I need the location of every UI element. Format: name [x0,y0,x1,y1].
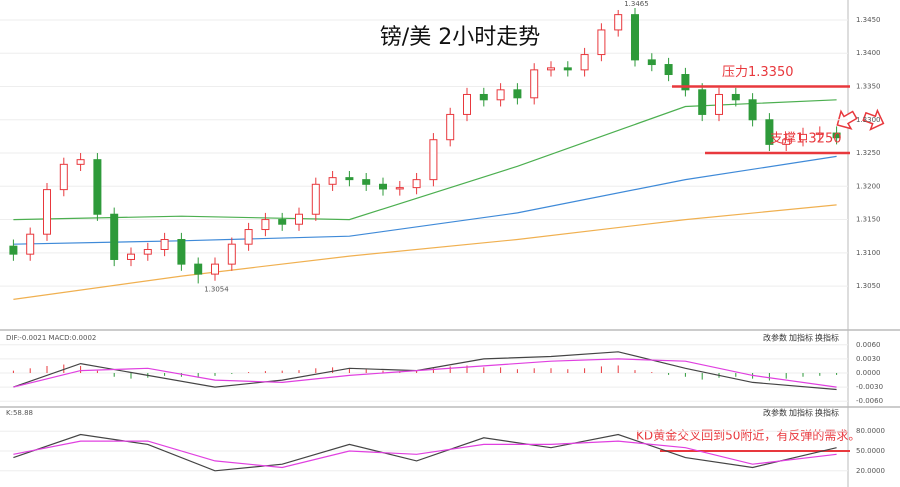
candle-body [395,187,404,190]
y-tick-label: -0.0030 [856,383,883,391]
candle-body [9,245,18,255]
y-tick-label: 1.3400 [856,49,881,57]
candle-body [782,139,791,145]
candle-body [127,253,135,260]
y-tick-label: 1.3350 [856,82,881,90]
candle-body [748,99,757,121]
y-tick-label: 0.0030 [856,355,881,363]
kd-annotation: KD黄金交叉回到50附近，有反弹的需求。 [636,428,860,443]
indicator-line [13,440,837,469]
candle-body [496,89,505,101]
candle-body [412,179,421,189]
candle-body [815,132,824,135]
candle-body [227,243,236,265]
candle-body [429,139,438,181]
candle-body [362,179,371,185]
y-tick-label: -0.0060 [856,397,883,405]
candle-body [110,213,119,260]
candle-body [463,93,471,115]
candle-body [311,183,320,215]
candle-body [614,14,623,31]
y-tick-label: 20.0000 [856,467,885,475]
candle-body [832,132,841,139]
candle-body [345,177,354,181]
y-tick-label: 1.3050 [856,282,881,290]
candle-body [597,29,606,56]
toolbar-button[interactable]: 换指标 [815,333,839,343]
toolbar-button[interactable]: 加指标 [789,408,813,418]
indicator-header: DIF:-0.0021 MACD:0.0002 [6,334,96,342]
y-tick-label: 50.0000 [856,447,885,455]
candle-body [799,133,807,141]
arrow-icon [862,108,885,131]
y-tick-label: 0.0000 [856,369,881,377]
y-tick-label: 1.3150 [856,216,881,224]
toolbar-button[interactable]: 改参数 [763,408,787,418]
toolbar-button[interactable]: 加指标 [789,333,813,343]
candle-body [26,233,35,255]
candle-body [379,183,387,190]
candle-body [715,93,723,115]
candle-body [328,177,337,185]
y-tick-label: 1.3250 [856,149,881,157]
candle-body [479,93,488,101]
candle-body [446,113,455,141]
candle-body [731,93,740,101]
y-tick-label: 1.3300 [856,116,881,124]
level-label: 压力1.3350 [722,65,794,80]
indicator-line [13,99,837,221]
candle-body [547,67,555,71]
candle-body [295,213,303,225]
candle-body [160,239,169,250]
candle-body [76,159,85,165]
y-tick-label: 0.0060 [856,341,881,349]
indicator-header: K:58.88 [6,409,33,417]
indicator-line [13,358,837,388]
y-tick-label: 1.3200 [856,182,881,190]
candle-body [513,89,522,99]
candle-body [244,229,253,245]
candle-body [211,263,219,275]
candle-body [664,64,673,76]
candle-body [530,69,539,99]
candle-body [580,54,589,71]
candle-body [698,89,707,115]
candle-body [261,219,270,231]
candle-body [647,59,656,66]
candle-body [765,119,774,145]
toolbar-button[interactable]: 改参数 [763,333,787,343]
y-tick-label: 1.3100 [856,249,881,257]
indicator-line [13,155,837,245]
y-tick-label: 1.3450 [856,16,881,24]
candle-body [631,14,639,61]
candle-body [278,219,287,225]
toolbar-button[interactable]: 换指标 [815,408,839,418]
price-annotation: 1.3465 [624,0,649,8]
candle-body [93,159,102,215]
indicator-line [13,204,837,300]
chart-title: 镑/美 2小时走势 [380,25,540,50]
indicator-line [13,433,837,472]
candle-body [43,189,51,235]
candle-body [143,248,152,255]
price-annotation: 1.3054 [204,285,229,293]
candle-body [194,263,203,275]
y-tick-label: 80.0000 [856,427,885,435]
candle-body [563,67,572,71]
candle-body [59,163,68,191]
candle-body [681,74,690,91]
level-label: 支撑1.3250 [770,132,842,147]
candle-body [177,239,186,265]
